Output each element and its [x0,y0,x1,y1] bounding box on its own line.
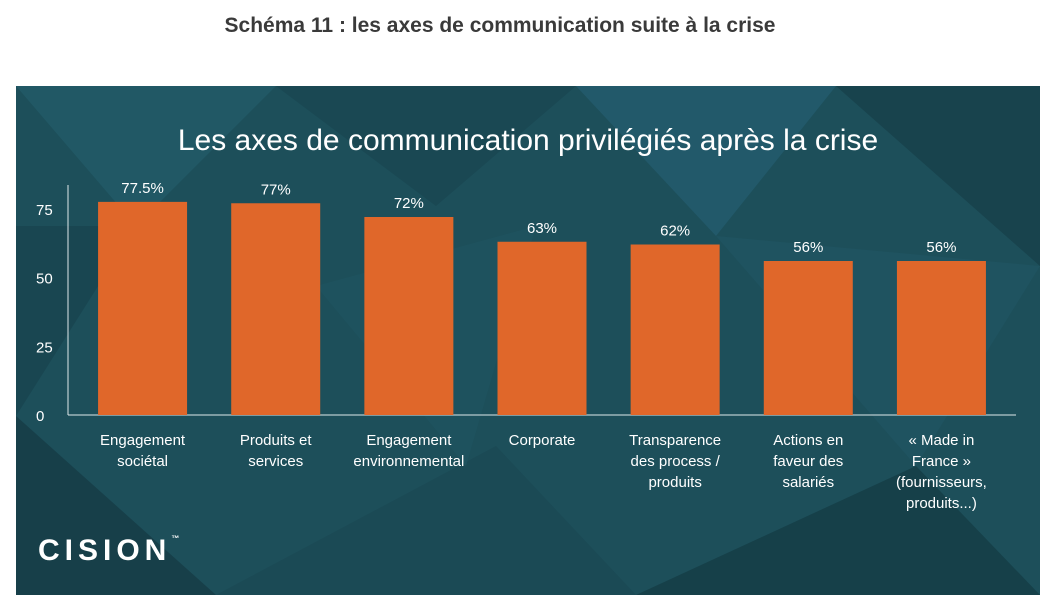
trademark-icon: ™ [171,534,180,543]
x-tick-label-line: Engagement [366,432,452,449]
x-tick-label-line: Actions en [773,432,843,449]
bar [630,244,720,415]
x-tick-label-line: services [248,453,303,470]
bar [896,261,986,415]
x-tick-label-line: des process / [631,453,721,470]
data-label: 63% [527,220,557,237]
x-tick-label-line: (fournisseurs, [896,474,987,491]
x-tick-label-line: produits...) [906,495,977,512]
x-tick-label-line: sociétal [117,453,168,470]
chart-title: Les axes de communication privilégiés ap… [177,124,879,157]
x-tick-label-line: France » [912,453,971,470]
x-tick-label-line: faveur des [773,453,843,470]
data-label: 56% [793,239,823,256]
x-tick-label: Engagement environnemental [353,432,464,470]
x-tick-label-line: Produits et [240,432,313,449]
figure-caption: Schéma 11 : les axes de communication su… [224,14,776,37]
chart-panel: Les axes de communication privilégiés ap… [16,86,1040,595]
y-tick-label: 0 [36,408,44,425]
bar [98,201,188,415]
x-tick-label-line: produits [648,474,701,491]
x-tick-label: Transparence des process / produits [629,432,721,491]
x-tick-label: Corporate [509,432,576,449]
x-tick-label-line: Transparence [629,432,721,449]
x-tick-label: « Made in France » (fournisseurs, produits.… [896,432,987,512]
logo-text: CISION [38,534,172,567]
bar [364,217,454,415]
cision-logo: CISION™ [38,534,179,568]
bar [231,203,321,415]
x-tick-label-line: Corporate [509,432,576,449]
x-tick-label: Engagement sociétal [100,432,186,470]
y-tick-label: 25 [36,339,53,356]
y-tick-label: 75 [36,202,53,219]
x-tick-label-line: environnemental [353,453,464,470]
x-tick-label: Actions en faveur des salariés [773,432,843,491]
data-label: 62% [660,223,690,240]
x-tick-label-line: salariés [782,474,834,491]
data-label: 77% [261,181,291,198]
bar [497,241,587,415]
x-tick-label-line: « Made in [908,432,974,449]
x-tick-label-line: Engagement [100,432,186,449]
y-tick-label: 50 [36,271,53,288]
data-label: 72% [394,195,424,212]
data-label: 56% [926,239,956,256]
data-label: 77.5% [121,180,164,197]
x-tick-label: Produits et services [240,432,313,470]
bar-chart: 0 25 50 75 77.5% Engagement sociétal 77% Produit… [36,180,1016,512]
bar [763,261,853,415]
